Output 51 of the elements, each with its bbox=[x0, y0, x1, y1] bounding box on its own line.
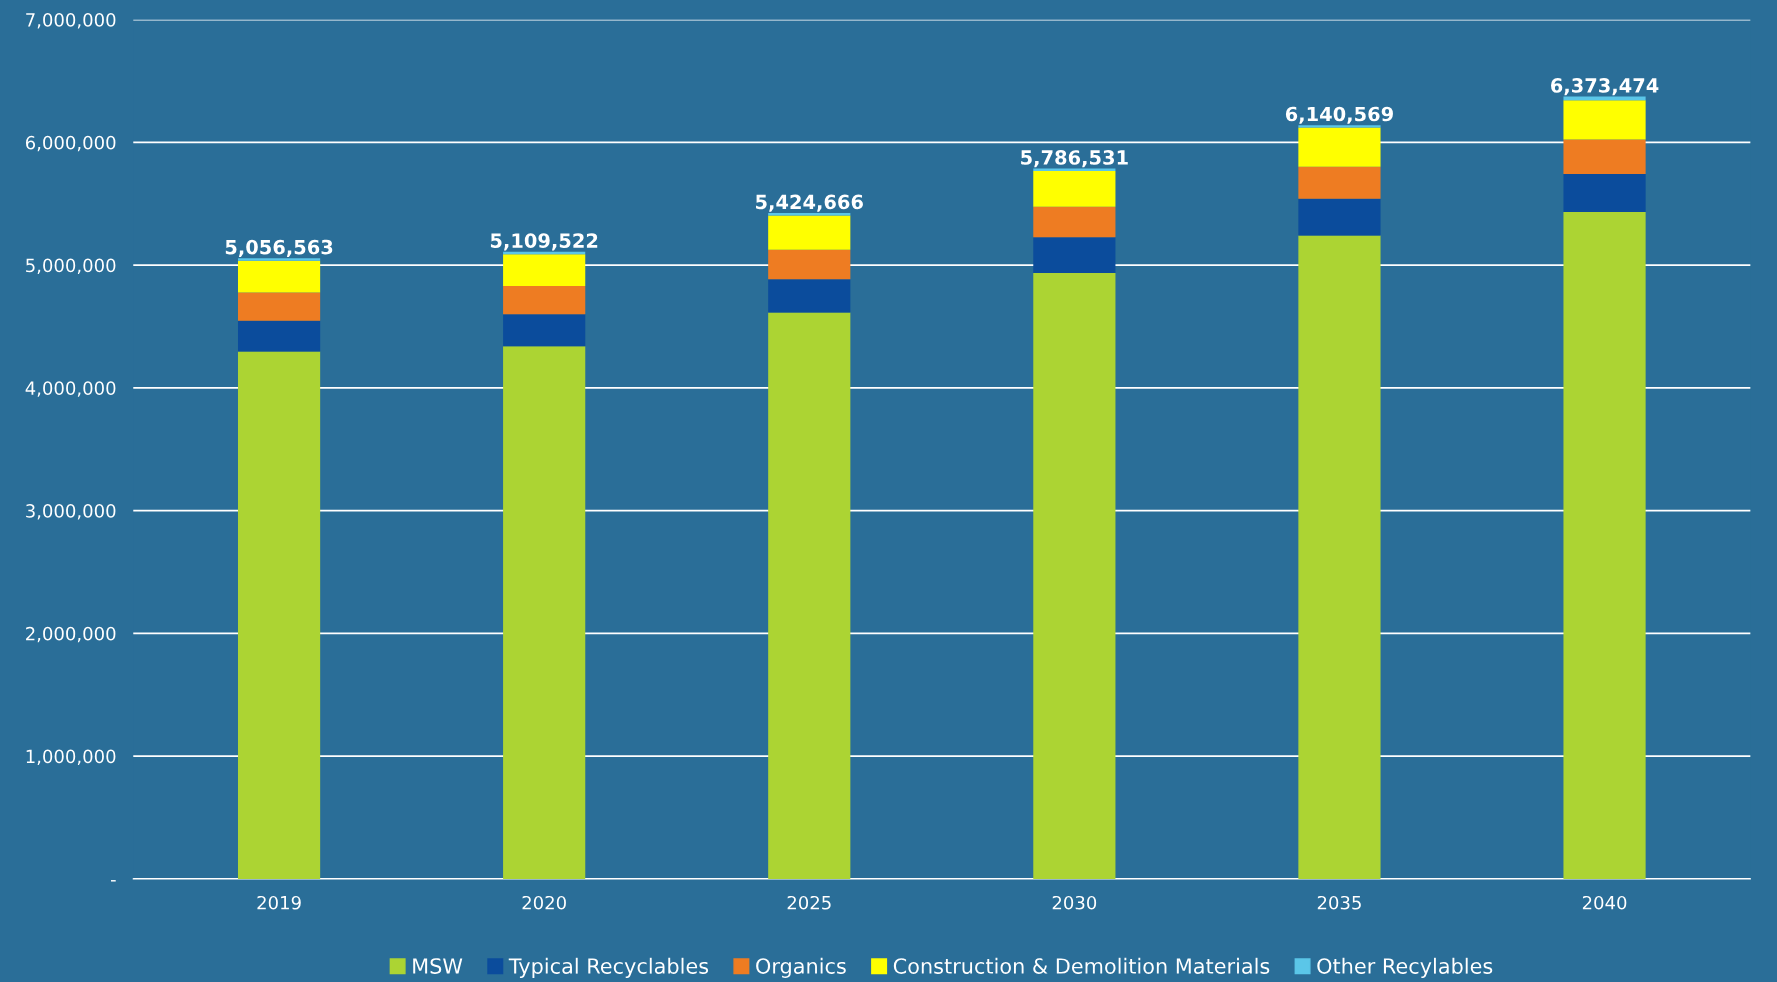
bar bbox=[237, 258, 321, 261]
x-tick-label: 2025 bbox=[787, 895, 831, 910]
x-tick-label: 2019 bbox=[257, 895, 301, 910]
bar bbox=[1563, 139, 1646, 174]
y-tick-label: 5,000,000 bbox=[26, 258, 116, 275]
bar bbox=[237, 260, 321, 293]
y-tick-label: 3,000,000 bbox=[26, 504, 116, 520]
x-tick-label: 2030 bbox=[1052, 895, 1097, 910]
bar bbox=[1033, 206, 1116, 238]
bar bbox=[503, 254, 586, 287]
bar bbox=[1298, 125, 1381, 128]
bar bbox=[1298, 198, 1381, 236]
y-tick-label: 2,000,000 bbox=[26, 626, 116, 643]
total-label: 5,056,563 bbox=[225, 239, 333, 257]
total-label: 5,109,522 bbox=[490, 233, 598, 251]
x-tick-label: 2020 bbox=[522, 895, 566, 910]
total-label: 5,786,531 bbox=[1021, 150, 1128, 168]
bar bbox=[1033, 237, 1116, 273]
bar bbox=[1563, 100, 1646, 140]
legend-label: Organics bbox=[756, 957, 846, 978]
bar bbox=[503, 314, 586, 347]
bar bbox=[768, 249, 851, 280]
legend-label: MSW bbox=[413, 958, 463, 974]
bar bbox=[768, 312, 851, 879]
bar bbox=[503, 346, 586, 879]
bar bbox=[503, 286, 586, 315]
bar bbox=[1033, 171, 1116, 207]
legend-label: Typical Recyclables bbox=[508, 957, 709, 978]
total-label: 5,424,666 bbox=[756, 194, 863, 212]
bar bbox=[1563, 173, 1646, 212]
bar bbox=[1033, 272, 1116, 879]
bar bbox=[768, 279, 851, 313]
total-label: 6,373,474 bbox=[1551, 78, 1659, 96]
bar bbox=[1563, 211, 1646, 879]
bar bbox=[237, 320, 321, 352]
bar bbox=[237, 292, 321, 321]
y-tick-label: 1,000,000 bbox=[26, 749, 116, 766]
bar bbox=[1298, 235, 1381, 879]
legend-label: Construction & Demolition Materials bbox=[893, 957, 1270, 974]
bar bbox=[768, 215, 851, 250]
legend-label: Other Recylables bbox=[1317, 957, 1493, 978]
y-tick-label: 4,000,000 bbox=[25, 381, 116, 397]
bar bbox=[1298, 166, 1381, 199]
y-tick-label: - bbox=[110, 880, 116, 882]
bar bbox=[1298, 127, 1381, 167]
total-label: 6,140,569 bbox=[1285, 106, 1393, 124]
bar bbox=[237, 351, 321, 879]
y-tick-label: 6,000,000 bbox=[25, 135, 116, 152]
y-tick-label: 7,000,000 bbox=[26, 13, 116, 29]
x-tick-label: 2040 bbox=[1582, 895, 1627, 910]
x-tick-label: 2035 bbox=[1317, 895, 1361, 910]
